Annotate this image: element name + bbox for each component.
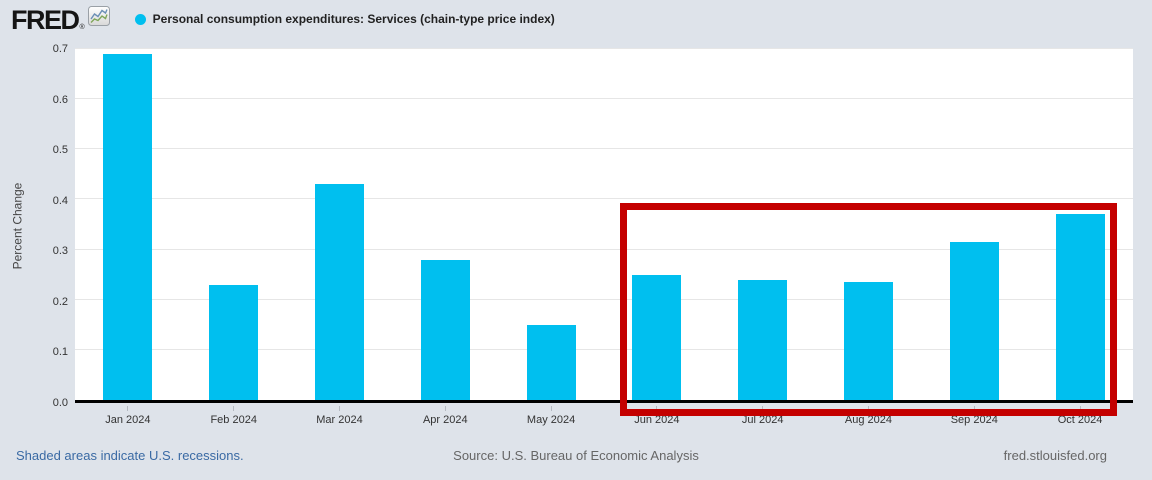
- bar-mar-2024[interactable]: [314, 184, 364, 400]
- x-axis-labels: Jan 2024 Feb 2024 Mar 2024 Apr 2024 May 2024…: [75, 406, 1133, 426]
- gridline: [75, 248, 1133, 250]
- x-label-slot: Jan 2024: [75, 406, 181, 426]
- bar-slot: [1027, 49, 1133, 400]
- x-label-slot: Feb 2024: [181, 406, 287, 426]
- fred-logo-text: FRED: [11, 5, 80, 35]
- gridline: [75, 98, 1133, 100]
- x-tick-mark: [127, 406, 129, 411]
- x-tick-mark: [867, 406, 869, 411]
- x-tick-mark: [973, 406, 975, 411]
- bar-slot: [392, 49, 498, 400]
- y-tick-label: 0.1: [52, 346, 68, 359]
- fred-sparkline-icon: [87, 6, 110, 31]
- source-text: Source: U.S. Bureau of Economic Analysis: [453, 448, 699, 463]
- y-tick-label: 0.4: [52, 194, 68, 207]
- bar-slot: [498, 49, 604, 400]
- y-tick-label: 0.2: [52, 295, 68, 308]
- series-legend-dot-icon: [134, 13, 146, 25]
- y-axis-tick-labels: 0.0 0.1 0.2 0.3 0.4 0.5 0.6 0.7: [0, 43, 68, 409]
- x-axis-label: Mar 2024: [316, 414, 363, 426]
- x-label-slot: Aug 2024: [816, 406, 922, 426]
- x-axis-label: May 2024: [526, 414, 576, 426]
- bar-jul-2024[interactable]: [738, 279, 788, 400]
- x-tick-mark: [656, 406, 658, 411]
- bar-sep-2024[interactable]: [949, 242, 999, 400]
- y-tick-label: 0.0: [52, 397, 68, 409]
- bar-series: [75, 49, 1133, 400]
- bar-jan-2024[interactable]: [103, 54, 153, 400]
- x-tick-mark: [1079, 406, 1081, 411]
- bar-slot: [287, 49, 393, 400]
- bar-feb-2024[interactable]: [209, 284, 259, 400]
- x-tick-mark: [550, 406, 552, 411]
- bar-oct-2024[interactable]: [1055, 214, 1105, 400]
- bar-may-2024[interactable]: [526, 324, 576, 400]
- bar-slot: [604, 49, 710, 400]
- x-axis-label: Oct 2024: [1057, 414, 1103, 426]
- chart-footer: Shaded areas indicate U.S. recessions. S…: [0, 448, 1152, 468]
- gridline: [75, 48, 1133, 49]
- bar-apr-2024[interactable]: [420, 259, 470, 400]
- x-label-slot: Apr 2024: [392, 406, 498, 426]
- y-tick-label: 0.6: [52, 93, 68, 106]
- x-label-slot: Mar 2024: [287, 406, 393, 426]
- fred-logo[interactable]: FRED ®: [11, 5, 110, 35]
- series-legend: Personal consumption expenditures: Servi…: [134, 12, 555, 26]
- chart-header: FRED ® Personal consumption expenditures…: [0, 0, 1152, 38]
- gridline: [75, 198, 1133, 200]
- x-axis-label: Jan 2024: [105, 414, 151, 426]
- y-tick-label: 0.5: [52, 144, 68, 157]
- bar-aug-2024[interactable]: [843, 282, 893, 400]
- y-tick-label: 0.7: [52, 43, 68, 55]
- x-label-slot: Jul 2024: [710, 406, 816, 426]
- bar-slot: [816, 49, 922, 400]
- series-legend-label: Personal consumption expenditures: Servi…: [152, 12, 555, 26]
- x-axis-label: Apr 2024: [422, 414, 468, 426]
- x-label-slot: Oct 2024: [1027, 406, 1133, 426]
- x-axis-label: Aug 2024: [844, 414, 893, 426]
- recessions-note-link[interactable]: Shaded areas indicate U.S. recessions.: [16, 448, 244, 463]
- bar-slot: [75, 49, 181, 400]
- gridline: [75, 348, 1133, 350]
- y-tick-label: 0.3: [52, 245, 68, 258]
- x-axis-label: Sep 2024: [950, 414, 998, 426]
- bar-slot: [181, 49, 287, 400]
- x-label-slot: Jun 2024: [604, 406, 710, 426]
- x-axis-label: Feb 2024: [210, 414, 257, 426]
- plot-area: [75, 48, 1133, 403]
- x-axis-label: Jun 2024: [634, 414, 680, 426]
- x-axis-label: Jul 2024: [741, 414, 784, 426]
- bar-jun-2024[interactable]: [632, 274, 682, 400]
- x-label-slot: Sep 2024: [921, 406, 1027, 426]
- gridline: [75, 148, 1133, 150]
- x-tick-mark: [762, 406, 764, 411]
- x-tick-mark: [233, 406, 235, 411]
- gridline: [75, 298, 1133, 300]
- x-tick-mark: [338, 406, 340, 411]
- bar-slot: [710, 49, 816, 400]
- x-tick-mark: [444, 406, 446, 411]
- x-label-slot: May 2024: [498, 406, 604, 426]
- registered-trademark-symbol: ®: [79, 24, 85, 31]
- bar-slot: [921, 49, 1027, 400]
- fred-site-link[interactable]: fred.stlouisfed.org: [1003, 448, 1107, 463]
